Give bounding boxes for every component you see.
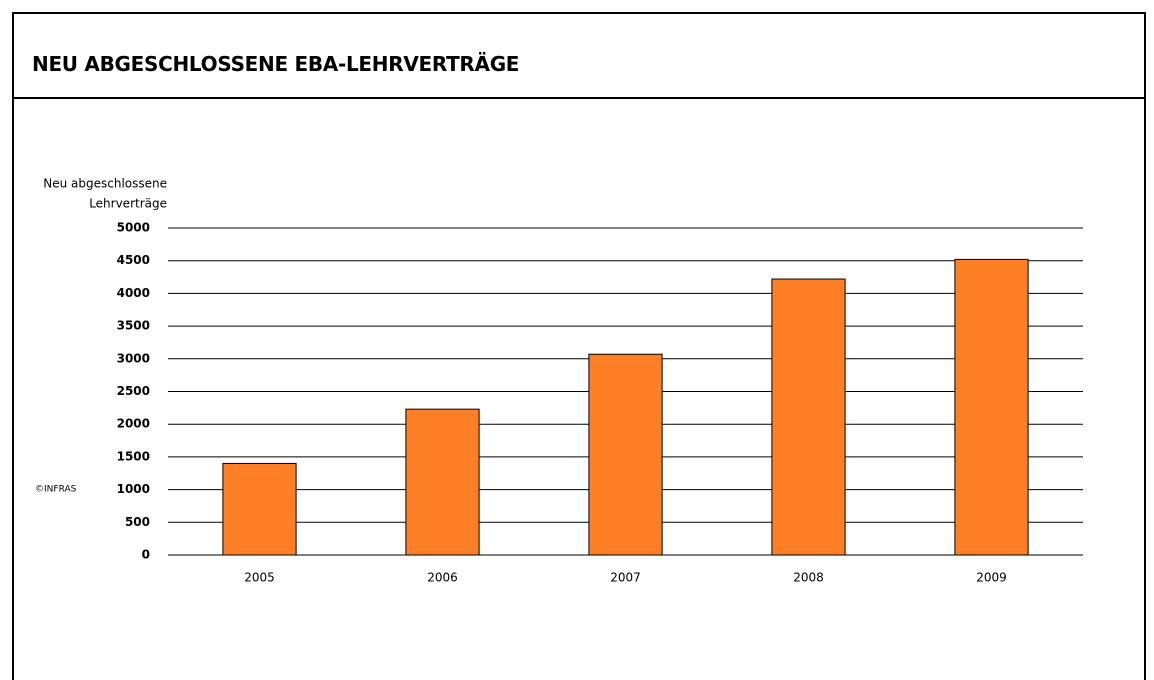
bar	[588, 353, 663, 556]
bar	[771, 278, 846, 556]
y-tick-label: 2000	[117, 417, 150, 431]
y-axis-label: Lehrverträge	[89, 197, 167, 211]
annotation: ©INFRAS	[35, 485, 77, 495]
x-tick-label: 2005	[244, 571, 275, 585]
y-tick-label: 1500	[117, 449, 150, 463]
y-tick-label: 3000	[117, 351, 150, 365]
header: NEU ABGESCHLOSSENE EBA-LEHRVERTRÄGE	[14, 14, 1144, 99]
bar	[222, 462, 297, 556]
y-tick-label: 0	[142, 548, 150, 562]
y-tick-label: 500	[125, 515, 150, 529]
y-tick-label: 2500	[117, 384, 150, 398]
y-tick-label: 3500	[117, 319, 150, 333]
frame: NEU ABGESCHLOSSENE EBA-LEHRVERTRÄGE	[12, 12, 1146, 680]
x-tick-label: 2006	[427, 571, 458, 585]
y-axis-label: Neu abgeschlossene	[43, 177, 167, 191]
y-tick-label: 4000	[117, 286, 150, 300]
x-tick-label: 2009	[976, 571, 1007, 585]
x-tick-label: 2007	[610, 571, 641, 585]
bar	[405, 408, 480, 556]
y-tick-label: 4500	[117, 253, 150, 267]
y-tick-label: 1000	[117, 482, 150, 496]
bar	[954, 258, 1029, 556]
x-tick-label: 2008	[793, 571, 824, 585]
chart-title: NEU ABGESCHLOSSENE EBA-LEHRVERTRÄGE	[32, 52, 520, 76]
y-tick-label: 5000	[117, 221, 150, 235]
